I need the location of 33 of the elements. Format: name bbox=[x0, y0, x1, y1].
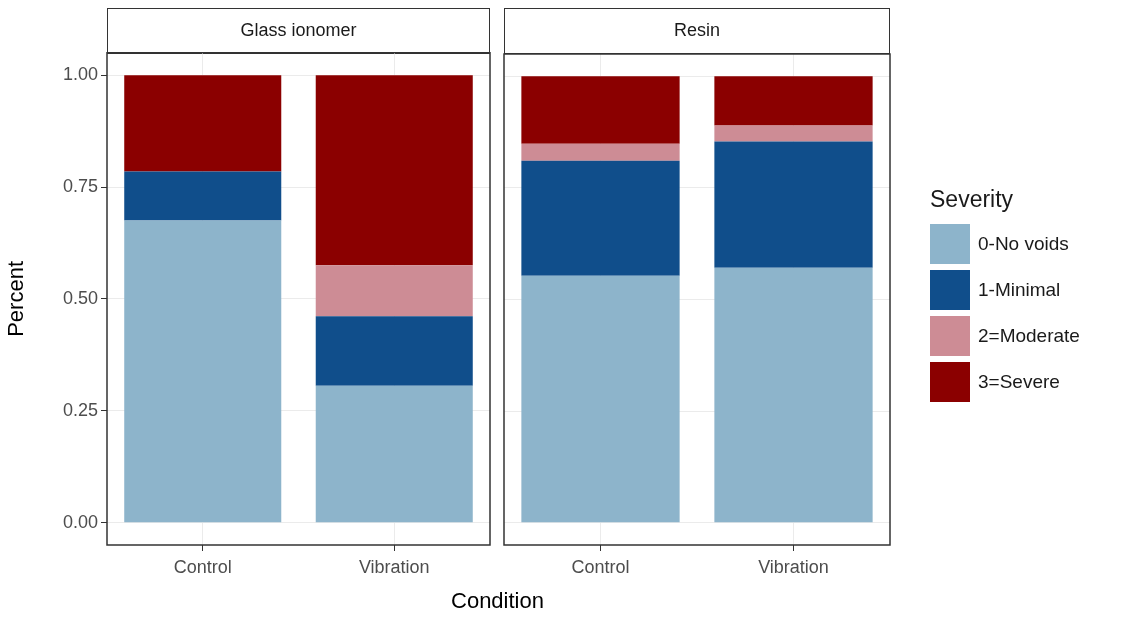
legend-title: Severity bbox=[930, 186, 1015, 213]
y-tick-label: 1.00 bbox=[62, 64, 98, 85]
y-tick-label: 0.75 bbox=[62, 176, 98, 197]
y-tick-label: 0.50 bbox=[62, 287, 98, 308]
legend-label: 1-Minimal bbox=[978, 279, 1061, 301]
bar bbox=[521, 275, 680, 523]
legend-label: 2=Moderate bbox=[978, 325, 1080, 347]
bar bbox=[521, 76, 680, 144]
bar bbox=[315, 265, 473, 317]
y-tick-label: 0.00 bbox=[62, 511, 98, 532]
legend-label: 0-No voids bbox=[978, 233, 1069, 255]
chart-title: Resin bbox=[504, 8, 890, 54]
chart-title: Glass ionomer bbox=[107, 8, 490, 54]
bar bbox=[315, 385, 473, 523]
x-tick-label: Vibration bbox=[758, 556, 829, 577]
x-tick-label: Control bbox=[571, 556, 630, 577]
x-tick-label: Vibration bbox=[358, 556, 430, 577]
y-axis-title: Percent bbox=[3, 260, 29, 337]
y-tick-label: 0.25 bbox=[62, 399, 98, 420]
bar bbox=[124, 220, 282, 523]
bar bbox=[315, 316, 473, 386]
x-axis-title: Condition bbox=[450, 588, 545, 614]
bar bbox=[714, 76, 873, 126]
x-tick-label: Control bbox=[173, 556, 232, 577]
bar bbox=[315, 75, 473, 266]
bar bbox=[714, 267, 873, 523]
legend-label: 3=Severe bbox=[978, 371, 1060, 393]
bar bbox=[714, 125, 873, 142]
bar bbox=[124, 171, 282, 221]
bar bbox=[521, 143, 680, 161]
bar bbox=[124, 75, 282, 172]
bar bbox=[521, 160, 680, 276]
bar bbox=[714, 141, 873, 268]
